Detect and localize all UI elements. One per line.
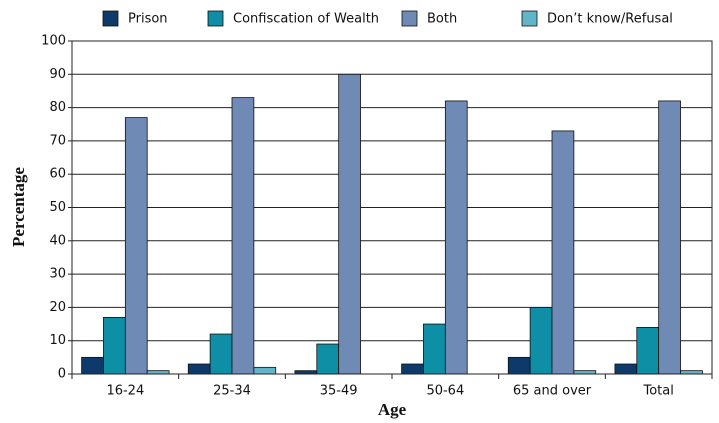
bar: [338, 73, 361, 375]
bar: [444, 100, 468, 375]
bar: [507, 356, 531, 375]
x-tick-label: Total: [642, 384, 673, 399]
x-tick-label: 65 and over: [513, 384, 592, 399]
legend-swatch: [102, 10, 119, 27]
bar: [658, 100, 681, 375]
legend-label: Don’t know/Refusal: [547, 12, 673, 27]
plot-frame: [71, 40, 713, 375]
legend-swatch: [521, 10, 538, 27]
legend-swatch: [207, 10, 224, 27]
bar: [231, 97, 255, 375]
bar: [614, 363, 638, 375]
bar: [423, 323, 446, 375]
bar: [551, 130, 575, 375]
y-tick-label: 30: [49, 267, 66, 282]
bar: [401, 363, 424, 375]
bar: [316, 343, 340, 375]
y-tick-label: 50: [49, 200, 66, 215]
y-tick-label: 20: [49, 300, 66, 315]
bar: [124, 117, 148, 375]
bar: [81, 356, 104, 375]
y-axis-title: Percentage: [9, 167, 28, 247]
x-tick-label: 50-64: [426, 384, 464, 399]
x-tick-label: 16-24: [106, 384, 144, 399]
bar: [209, 333, 233, 375]
y-tick-label: 40: [49, 233, 66, 248]
y-tick-label: 90: [49, 67, 66, 82]
legend-label: Confiscation of Wealth: [233, 12, 379, 27]
bar: [103, 316, 126, 375]
x-tick-label: 25-34: [213, 384, 251, 399]
bar: [529, 306, 553, 375]
y-tick-label: 70: [49, 133, 66, 148]
legend-label: Prison: [128, 12, 168, 27]
x-tick-label: 35-49: [320, 384, 358, 399]
bar: [187, 363, 211, 375]
y-tick-label: 100: [41, 34, 66, 49]
y-tick-label: 60: [49, 167, 66, 182]
x-axis-title: Age: [378, 400, 407, 419]
y-tick-label: 0: [58, 367, 66, 382]
bar: [253, 366, 277, 375]
y-tick-label: 80: [49, 100, 66, 115]
bar: [636, 326, 660, 375]
legend-swatch: [401, 10, 418, 27]
y-tick-label: 10: [49, 333, 66, 348]
legend-label: Both: [427, 12, 457, 27]
